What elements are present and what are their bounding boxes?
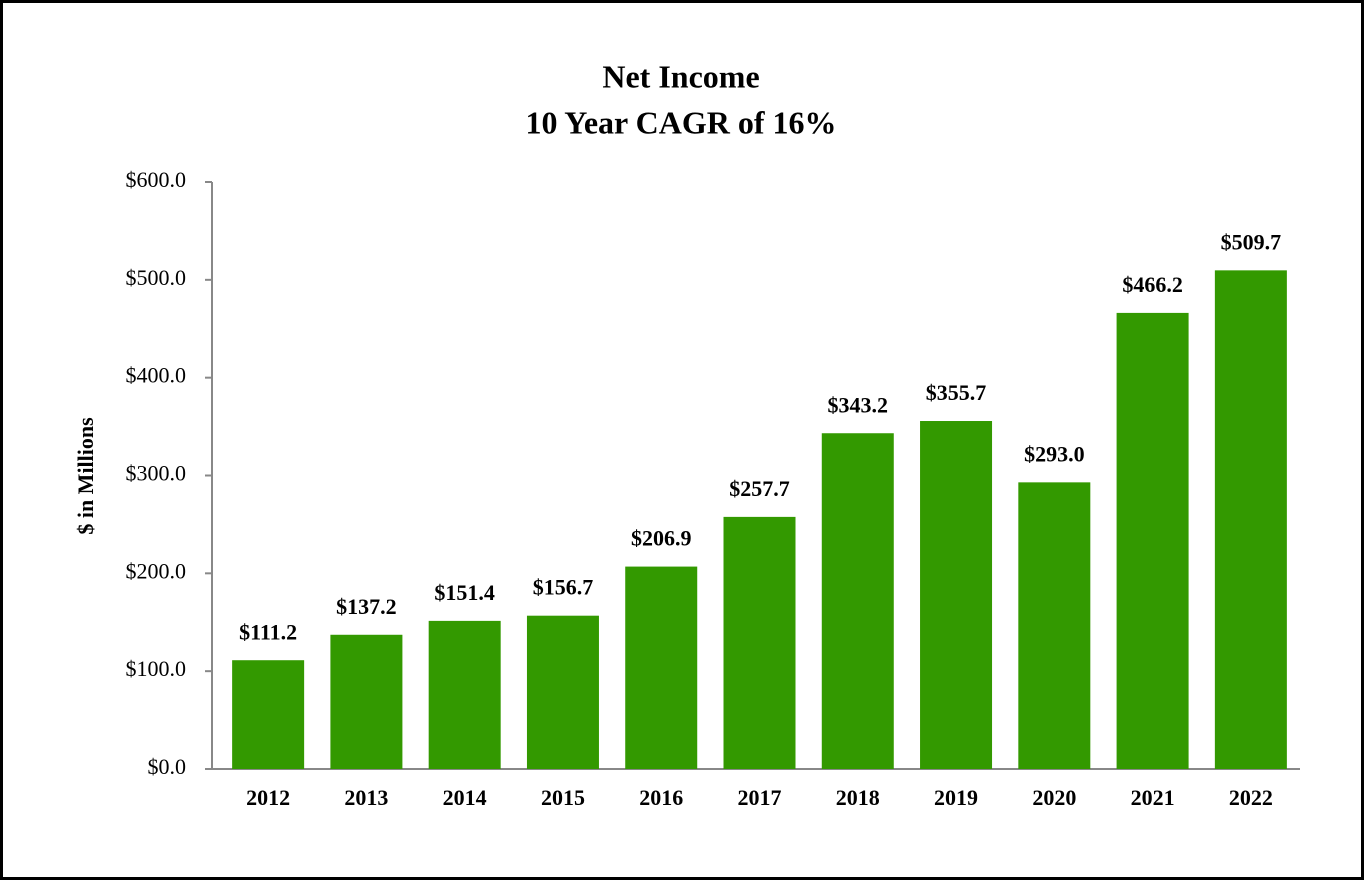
y-tick-label: $100.0	[126, 656, 187, 681]
bar	[1214, 270, 1287, 769]
value-label: $151.4	[434, 580, 495, 605]
x-tick-label: 2013	[344, 785, 388, 810]
x-tick-label: 2012	[246, 785, 290, 810]
x-tick-label: 2015	[541, 785, 585, 810]
x-tick-label: 2014	[443, 785, 487, 810]
value-label: $355.7	[926, 380, 987, 405]
y-axis-label: $ in Millions	[73, 417, 98, 535]
y-tick-label: $500.0	[126, 265, 187, 290]
value-label: $206.9	[631, 526, 692, 551]
chart-title: Net Income	[602, 58, 759, 94]
bar	[625, 566, 698, 769]
value-label: $293.0	[1024, 441, 1085, 466]
y-tick-label: $0.0	[148, 754, 187, 779]
y-tick-label: $600.0	[126, 167, 187, 192]
bar	[232, 660, 305, 769]
x-tick-label: 2016	[639, 785, 683, 810]
chart-subtitle: 10 Year CAGR of 16%	[525, 104, 836, 140]
value-label: $137.2	[336, 594, 397, 619]
x-tick-label: 2017	[738, 785, 782, 810]
bar	[428, 620, 501, 769]
value-label: $466.2	[1122, 272, 1183, 297]
bar	[821, 433, 894, 769]
bar	[723, 516, 796, 769]
x-tick-label: 2019	[934, 785, 978, 810]
x-tick-label: 2018	[836, 785, 880, 810]
x-tick-label: 2021	[1131, 785, 1175, 810]
value-label: $111.2	[239, 619, 297, 644]
bar	[1018, 482, 1091, 769]
bar	[330, 634, 403, 769]
value-label: $156.7	[533, 575, 594, 600]
bar	[526, 615, 599, 769]
value-label: $257.7	[729, 476, 790, 501]
x-tick-label: 2022	[1229, 785, 1273, 810]
value-label: $343.2	[828, 392, 889, 417]
bar	[1116, 312, 1189, 769]
y-tick-label: $300.0	[126, 461, 187, 486]
bar	[920, 421, 993, 769]
value-label: $509.7	[1221, 229, 1282, 254]
x-tick-label: 2020	[1032, 785, 1076, 810]
y-tick-label: $400.0	[126, 363, 187, 388]
y-tick-label: $200.0	[126, 558, 187, 583]
